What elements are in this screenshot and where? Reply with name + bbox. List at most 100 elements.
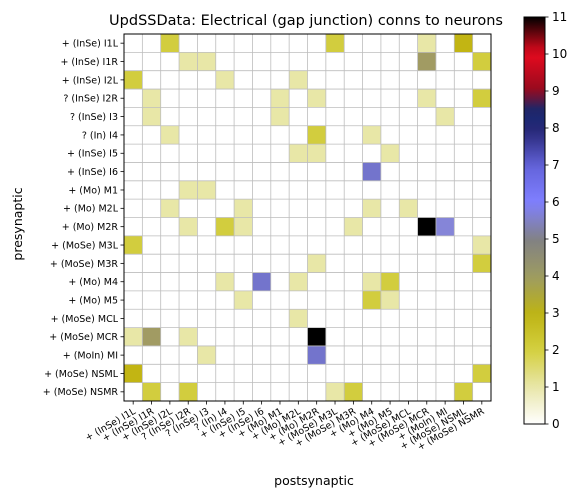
heatmap-cell [380,144,400,163]
plot-frame [123,33,492,402]
heatmap-cell [197,345,216,365]
heatmap-cell [454,382,473,401]
heatmap-cell [124,364,143,383]
heatmap-cell [179,382,198,401]
colorbar-tick-label: 10 [552,47,567,61]
y-tick-label: ? (In) I4 [82,130,118,141]
y-tick-label: + (MoSe) MCL [51,314,119,325]
heatmap-grid [124,34,491,401]
y-tick-label: + (MoSe) NSML [44,369,119,380]
heatmap-cell [380,272,400,291]
heatmap-cell [362,272,381,291]
heatmap-cell [160,199,180,218]
heatmap-cell [124,327,143,346]
heatmap-cell [215,217,235,236]
heatmap-cell [234,217,253,236]
heatmap-cell [142,382,161,401]
colorbar-tick-label: 3 [552,306,560,320]
colorbar-tick-label: 5 [552,232,560,246]
heatmap-cell [179,217,198,236]
heatmap-cell [142,107,161,126]
y-tick-label: + (MoSe) M3L [51,240,119,251]
heatmap-cell [197,180,216,200]
colorbar-tick-label: 11 [552,10,567,24]
colorbar-tick-label: 1 [552,380,560,394]
heatmap-cell [307,345,326,365]
heatmap-cell [179,180,198,200]
colorbar-tick-label: 2 [552,343,560,357]
heatmap-cell [362,125,381,145]
colorbar-tick-label: 6 [552,195,560,209]
heatmap-cell [307,144,326,163]
heatmap-cell [344,382,363,401]
heatmap-cell [344,217,363,236]
heatmap-cell [234,199,253,218]
heatmap-cell [417,89,436,108]
y-tick-label: + (InSe) I6 [67,167,118,178]
heatmap-cell [472,235,491,255]
heatmap-cell [215,272,235,291]
heatmap-cell [179,52,198,71]
heatmap-cell [197,52,216,71]
heatmap-cells [124,34,491,401]
heatmap-cell [142,327,161,346]
heatmap-cell [289,70,308,90]
y-tick-label: + (Mo) M2R [62,222,119,233]
heatmap-cell [417,217,436,236]
colorbar-tick-label: 8 [552,121,560,135]
colorbar-tick-label: 0 [552,417,560,431]
heatmap-cell [417,34,436,53]
heatmap-cell [124,235,143,255]
heatmap-cell [179,327,198,346]
heatmap-cell [472,364,491,383]
heatmap-cell [362,162,381,181]
colorbar-axis: 0 1 2 3 4 5 6 7 8 9 10 11 [545,10,567,431]
y-tick-label: + (MoSe) MCR [49,332,118,343]
y-tick-label: + (InSe) I1L [62,39,119,50]
heatmap-cell [307,89,326,108]
y-tick-label: + (InSe) I2L [62,75,119,86]
y-tick-label: + (MoSe) M3R [50,259,119,270]
heatmap-cell [472,89,491,108]
y-tick-label: + (InSe) I1R [60,57,118,68]
heatmap-cell [435,217,455,236]
heatmap-cell [417,52,436,71]
heatmap-cell [362,199,381,218]
heatmap-cell [160,34,180,53]
heatmap-cell [362,290,381,310]
heatmap-cell [252,272,271,291]
heatmap-cell [307,327,326,346]
colorbar-tick-label: 4 [552,269,560,283]
heatmap-cell [215,70,235,90]
heatmap-cell [289,144,308,163]
y-tick-label: + (MoIn) MI [63,351,118,362]
heatmap-cell [307,254,326,273]
y-tick-label: + (Mo) M2L [63,204,119,215]
y-tick-label: + (InSe) I5 [67,149,118,160]
heatmap-cell [142,89,161,108]
y-tick-label: + (Mo) M4 [68,277,118,288]
heatmap-cell [399,199,418,218]
heatmap-cell [289,272,308,291]
colorbar-tick-label: 7 [552,158,560,172]
y-tick-label: + (MoSe) NSMR [43,387,119,398]
heatmap-cell [325,382,345,401]
y-axis: + (InSe) I1L + (InSe) I1R + (InSe) I2L ? (I… [43,39,124,398]
heatmap-cell [435,107,455,126]
heatmap-cell [234,290,253,310]
heatmap-cell [270,89,290,108]
heatmap-cell [160,125,180,145]
heatmap-cell [124,70,143,90]
x-axis-label: postsynaptic [274,473,354,488]
colorbar [523,16,546,425]
y-tick-label: ? (InSe) I2R [63,94,118,105]
heatmap-cell [380,290,400,310]
y-tick-label: + (Mo) M1 [68,185,118,196]
x-axis: + (InSe) I1L+ (InSe) I1R+ (InSe) I2L? (I… [83,401,487,453]
colorbar-tick-label: 9 [552,84,560,98]
heatmap-cell [307,125,326,145]
heatmap-cell [270,107,290,126]
y-tick-label: ? (InSe) I3 [70,112,118,123]
heatmap-cell [454,34,473,53]
